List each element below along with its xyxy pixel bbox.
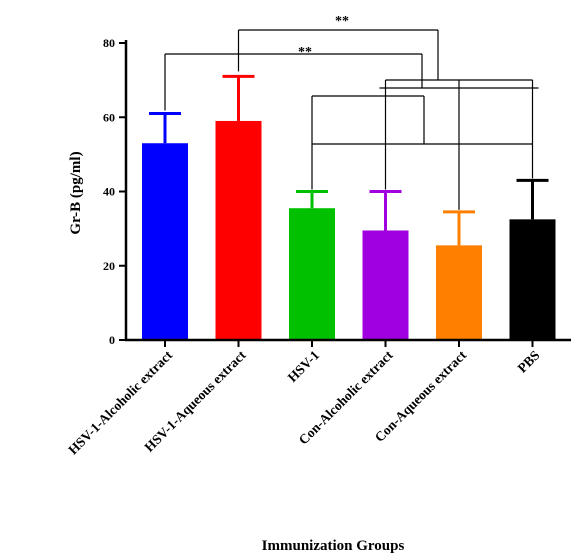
significance-label-1: **	[298, 45, 312, 60]
significance-label-0: **	[335, 14, 349, 29]
bars-group	[142, 120, 556, 341]
x-tick-label-5: PBS	[515, 348, 543, 376]
y-tick-label-0: 0	[109, 333, 115, 347]
y-tick-label-2: 40	[103, 185, 115, 199]
significance-brackets: ** **	[164, 14, 539, 210]
y-axis-title: Gr-B (pg/ml)	[68, 151, 84, 234]
bar-2	[289, 208, 335, 340]
error-bars-group	[149, 74, 549, 246]
y-tick-label-3: 60	[103, 110, 115, 124]
y-tick-label-4: 80	[103, 36, 115, 50]
bar-0	[142, 143, 188, 340]
y-tick-label-1: 20	[103, 259, 115, 273]
axes-group	[124, 40, 571, 342]
y-ticks-group: 0 20 40 60 80	[103, 36, 534, 347]
x-axis-title: Immunization Groups	[262, 538, 405, 554]
bar-1	[215, 120, 262, 341]
bar-4	[436, 245, 482, 340]
bar-5	[509, 219, 556, 340]
bar-3	[362, 230, 409, 340]
x-tick-label-2: HSV-1	[285, 347, 323, 385]
